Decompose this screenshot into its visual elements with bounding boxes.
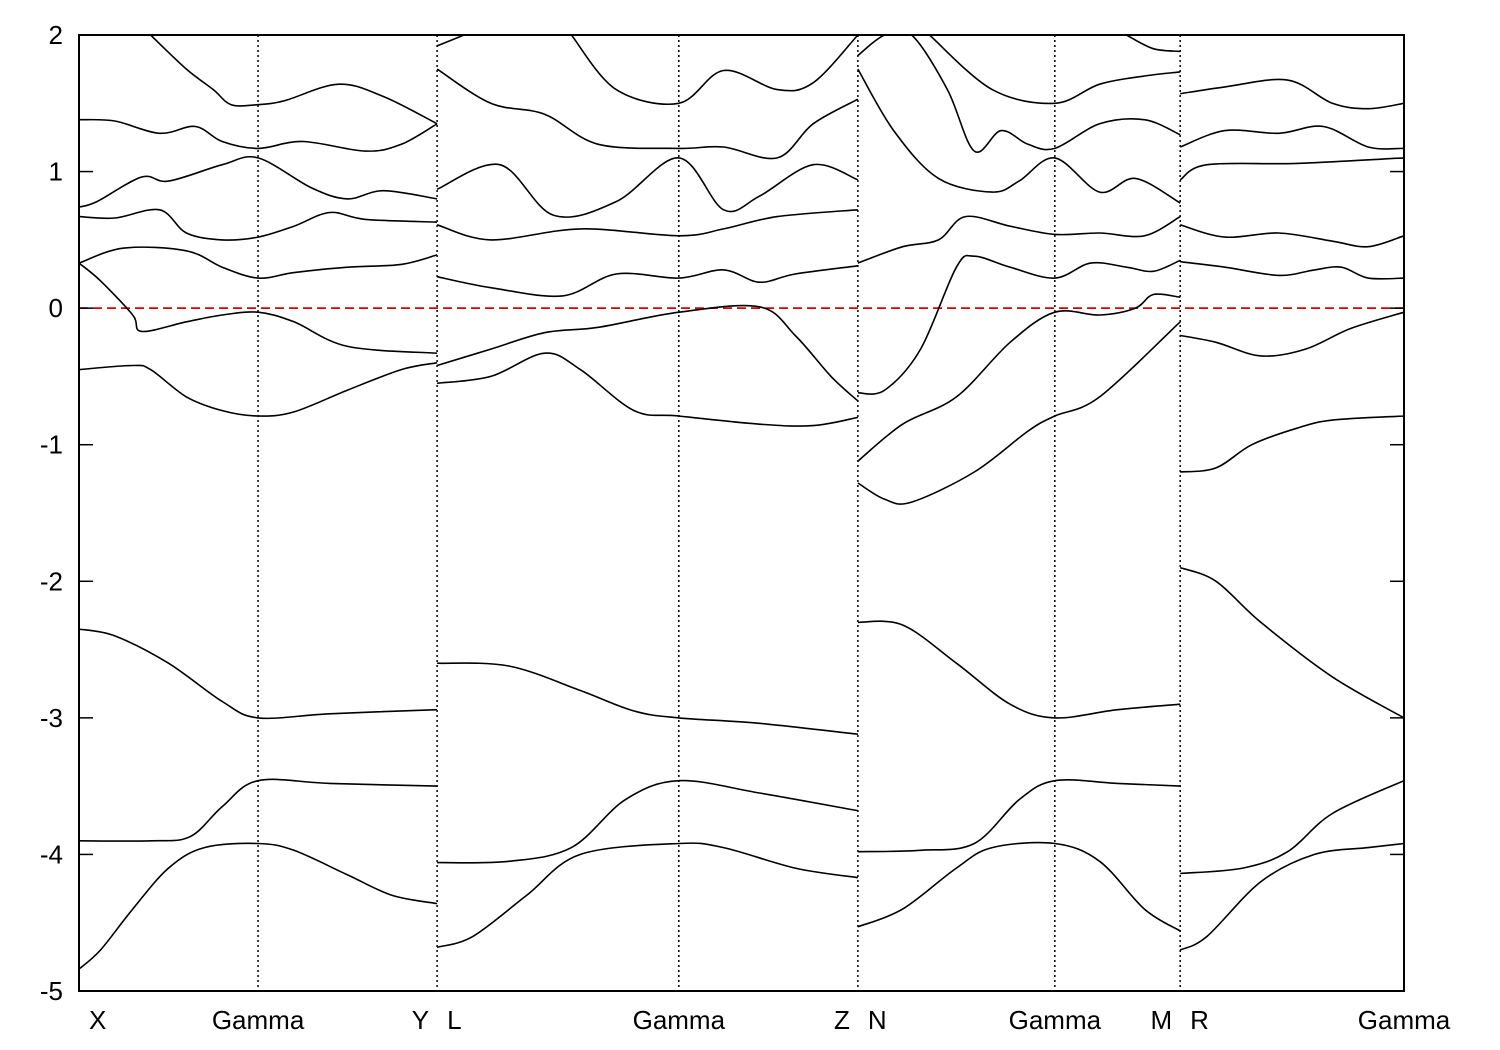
band-line-s3-b2 bbox=[1179, 566, 1405, 719]
kpoint-label: N bbox=[868, 1005, 887, 1035]
band-line-s0-b5 bbox=[78, 246, 438, 279]
band-line-s2-b4 bbox=[857, 293, 1181, 462]
band-line-s1-b5 bbox=[436, 265, 859, 298]
y-axis-ticks: -5 -4 -3 -2 -1 0 1 2 bbox=[40, 20, 1404, 1006]
band-line-s1-b0 bbox=[436, 842, 859, 949]
kpoint-label: M bbox=[1151, 1005, 1173, 1035]
band-line-s1-b1 bbox=[437, 779, 859, 864]
kpoint-label: L bbox=[447, 1005, 461, 1035]
y-tick-label: -5 bbox=[40, 976, 63, 1006]
band-line-s3-b4 bbox=[1180, 311, 1405, 357]
kpoint-label: Gamma bbox=[1009, 1005, 1102, 1035]
kpoint-label: Gamma bbox=[1358, 1005, 1451, 1035]
kpoint-label: R bbox=[1190, 1005, 1209, 1035]
band-line-s1-b10 bbox=[570, 34, 859, 105]
band-line-s1-b3 bbox=[436, 352, 859, 427]
band-line-s0-b0 bbox=[78, 842, 438, 970]
band-line-s1-b6 bbox=[436, 209, 858, 241]
band-line-s2-b7 bbox=[857, 68, 1181, 204]
band-line-s1-b8 bbox=[436, 68, 859, 160]
y-tick-label: -1 bbox=[40, 430, 63, 460]
y-tick-label: 0 bbox=[49, 293, 63, 323]
band-line-s0-b9 bbox=[150, 34, 438, 125]
band-line-s0-b4 bbox=[78, 262, 438, 354]
y-tick-label: 2 bbox=[49, 20, 63, 50]
y-tick-label: -3 bbox=[40, 703, 63, 733]
x-axis-kpoint-labels: X Gamma Y L Gamma Z N Gamma M R Gamma bbox=[89, 1005, 1451, 1035]
kpoint-label: Gamma bbox=[633, 1005, 726, 1035]
band-line-s0-b8 bbox=[78, 118, 438, 152]
kpoint-label: Gamma bbox=[212, 1005, 305, 1035]
y-tick-label: -2 bbox=[40, 566, 63, 596]
y-tick-label: 1 bbox=[49, 157, 63, 187]
band-line-s3-b0 bbox=[1179, 842, 1405, 951]
band-line-s3-b8 bbox=[1179, 125, 1405, 150]
band-line-s2-b3 bbox=[857, 321, 1181, 505]
band-line-s1-b9 bbox=[436, 34, 465, 47]
y-tick-label: -4 bbox=[40, 839, 63, 869]
band-line-s1-b2 bbox=[437, 662, 858, 735]
band-line-s0-b2 bbox=[78, 628, 438, 720]
band-line-s3-b6 bbox=[1179, 224, 1405, 248]
kpoint-label: X bbox=[89, 1005, 106, 1035]
band-line-s2-b10 bbox=[1126, 34, 1181, 53]
band-line-s1-b4 bbox=[436, 304, 859, 402]
band-line-s0-b3 bbox=[78, 362, 438, 417]
band-line-s2-b9 bbox=[928, 34, 1181, 105]
band-line-s3-b9 bbox=[1180, 78, 1405, 110]
band-line-s0-b1 bbox=[78, 778, 438, 842]
band-line-s3-b7 bbox=[1179, 157, 1405, 181]
band-line-s3-b5 bbox=[1180, 260, 1405, 280]
band-line-s2-b0 bbox=[857, 841, 1181, 932]
band-line-s2-b5 bbox=[857, 254, 1181, 395]
band-line-s2-b2 bbox=[857, 620, 1181, 719]
band-line-s0-b7 bbox=[78, 155, 438, 208]
kpoint-label: Y bbox=[412, 1005, 429, 1035]
band-line-s3-b3 bbox=[1180, 415, 1405, 473]
band-line-s0-b6 bbox=[78, 208, 438, 241]
band-line-s2-b6 bbox=[857, 215, 1181, 264]
kpoint-divider-lines bbox=[257, 35, 1181, 991]
band-line-s3-b1 bbox=[1180, 779, 1405, 875]
plot-frame bbox=[78, 34, 1405, 992]
band-lines bbox=[78, 34, 1405, 970]
band-line-s1-b7 bbox=[436, 157, 859, 218]
band-line-s2-b8 bbox=[857, 34, 1181, 154]
kpoint-label: Z bbox=[834, 1005, 850, 1035]
band-line-s2-b1 bbox=[857, 779, 1181, 853]
